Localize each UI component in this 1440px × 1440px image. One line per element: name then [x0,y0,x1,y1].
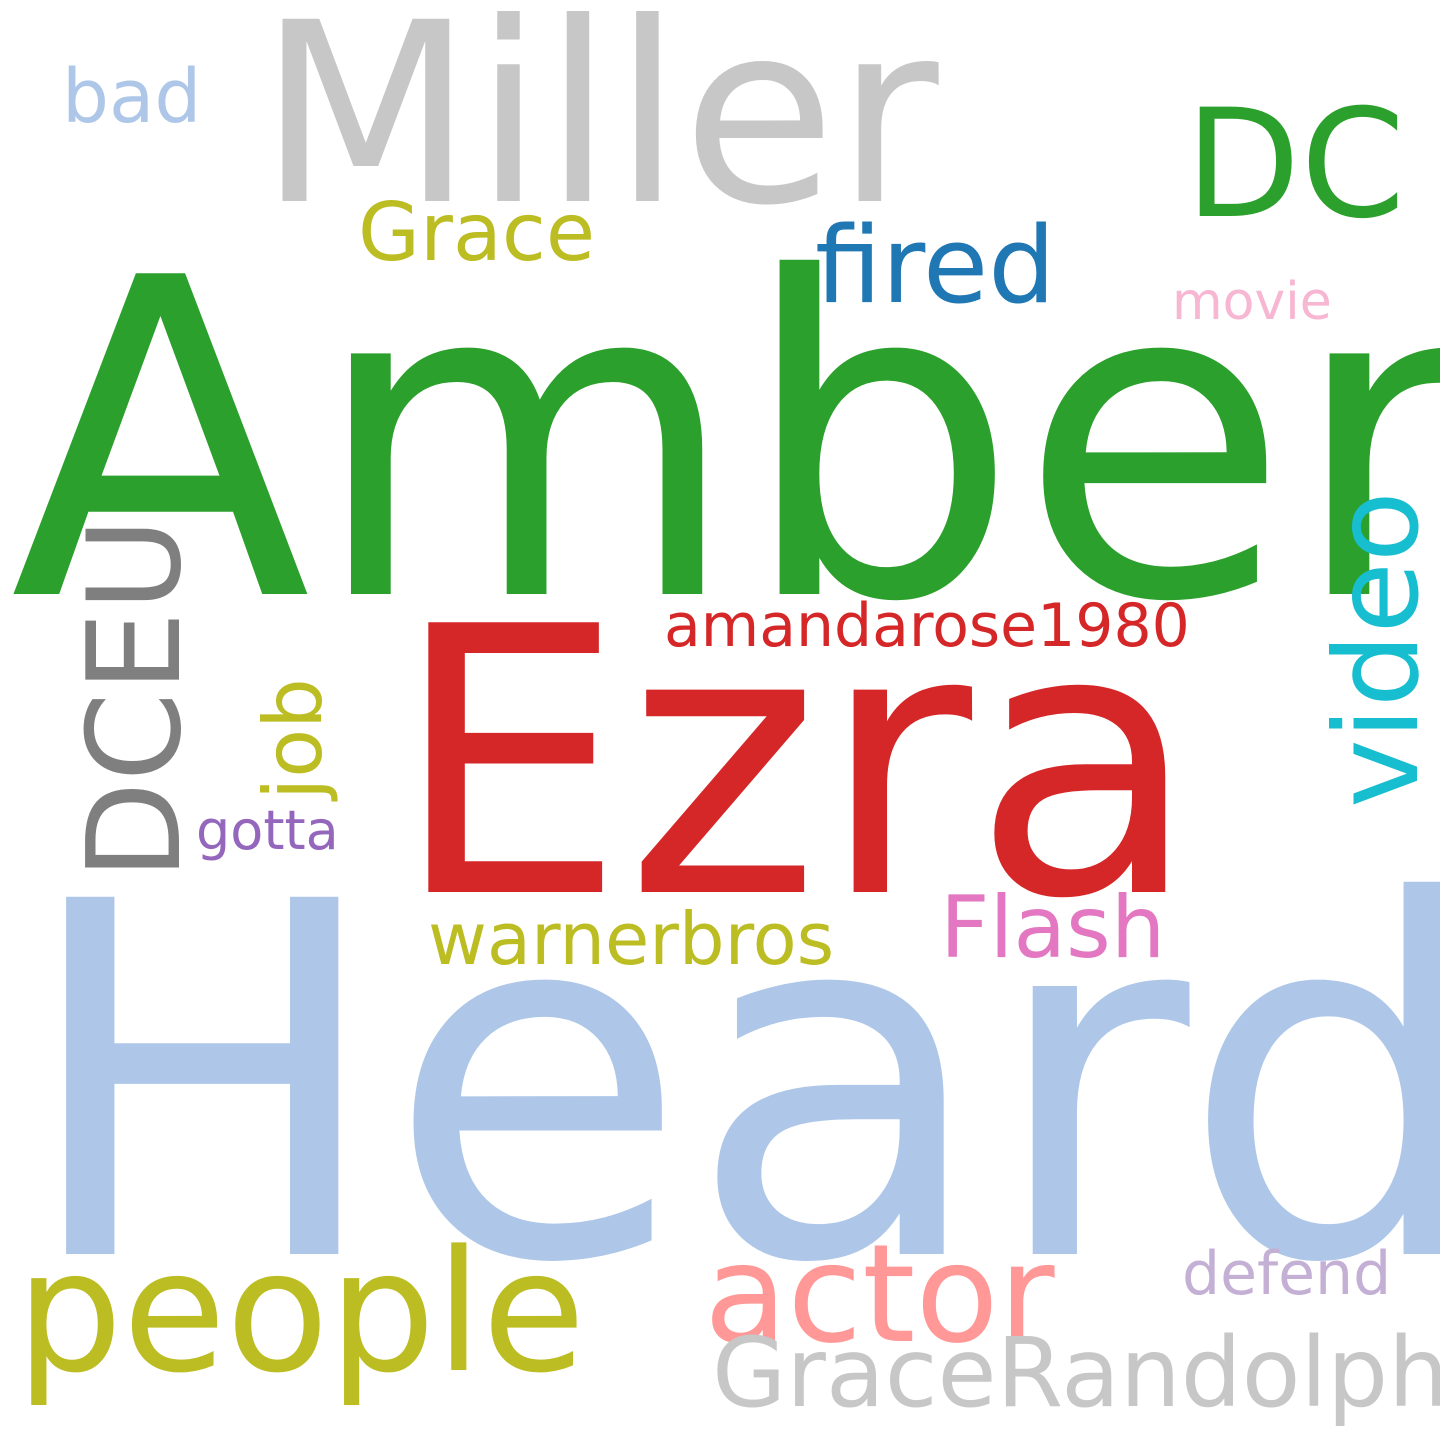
word-bad: bad [62,54,202,140]
word-gotta: gotta [196,799,339,862]
word-dceu: DCEU [61,517,210,881]
word-defend: defend [1182,1239,1392,1309]
word-amber: Amber [10,186,1440,698]
word-heard: Heard [18,799,1440,1370]
word-dc: DC [1185,78,1406,252]
word-people: people [16,1214,586,1410]
word-video: video [1310,491,1440,808]
word-actor: actor [704,1216,1055,1374]
word-flash: Flash [940,878,1166,978]
word-warnerbros: warnerbros [428,897,835,981]
word-movie: movie [1172,272,1332,332]
word-amandarose1980: amandarose1980 [664,591,1190,661]
word-job: job [247,678,340,800]
word-ezra: Ezra [392,550,1199,980]
word-miller: Miller [258,0,939,260]
word-fired: fired [815,204,1056,327]
word-grace: Grace [358,186,596,279]
word-gracerandolph: GraceRandolph [712,1317,1440,1429]
